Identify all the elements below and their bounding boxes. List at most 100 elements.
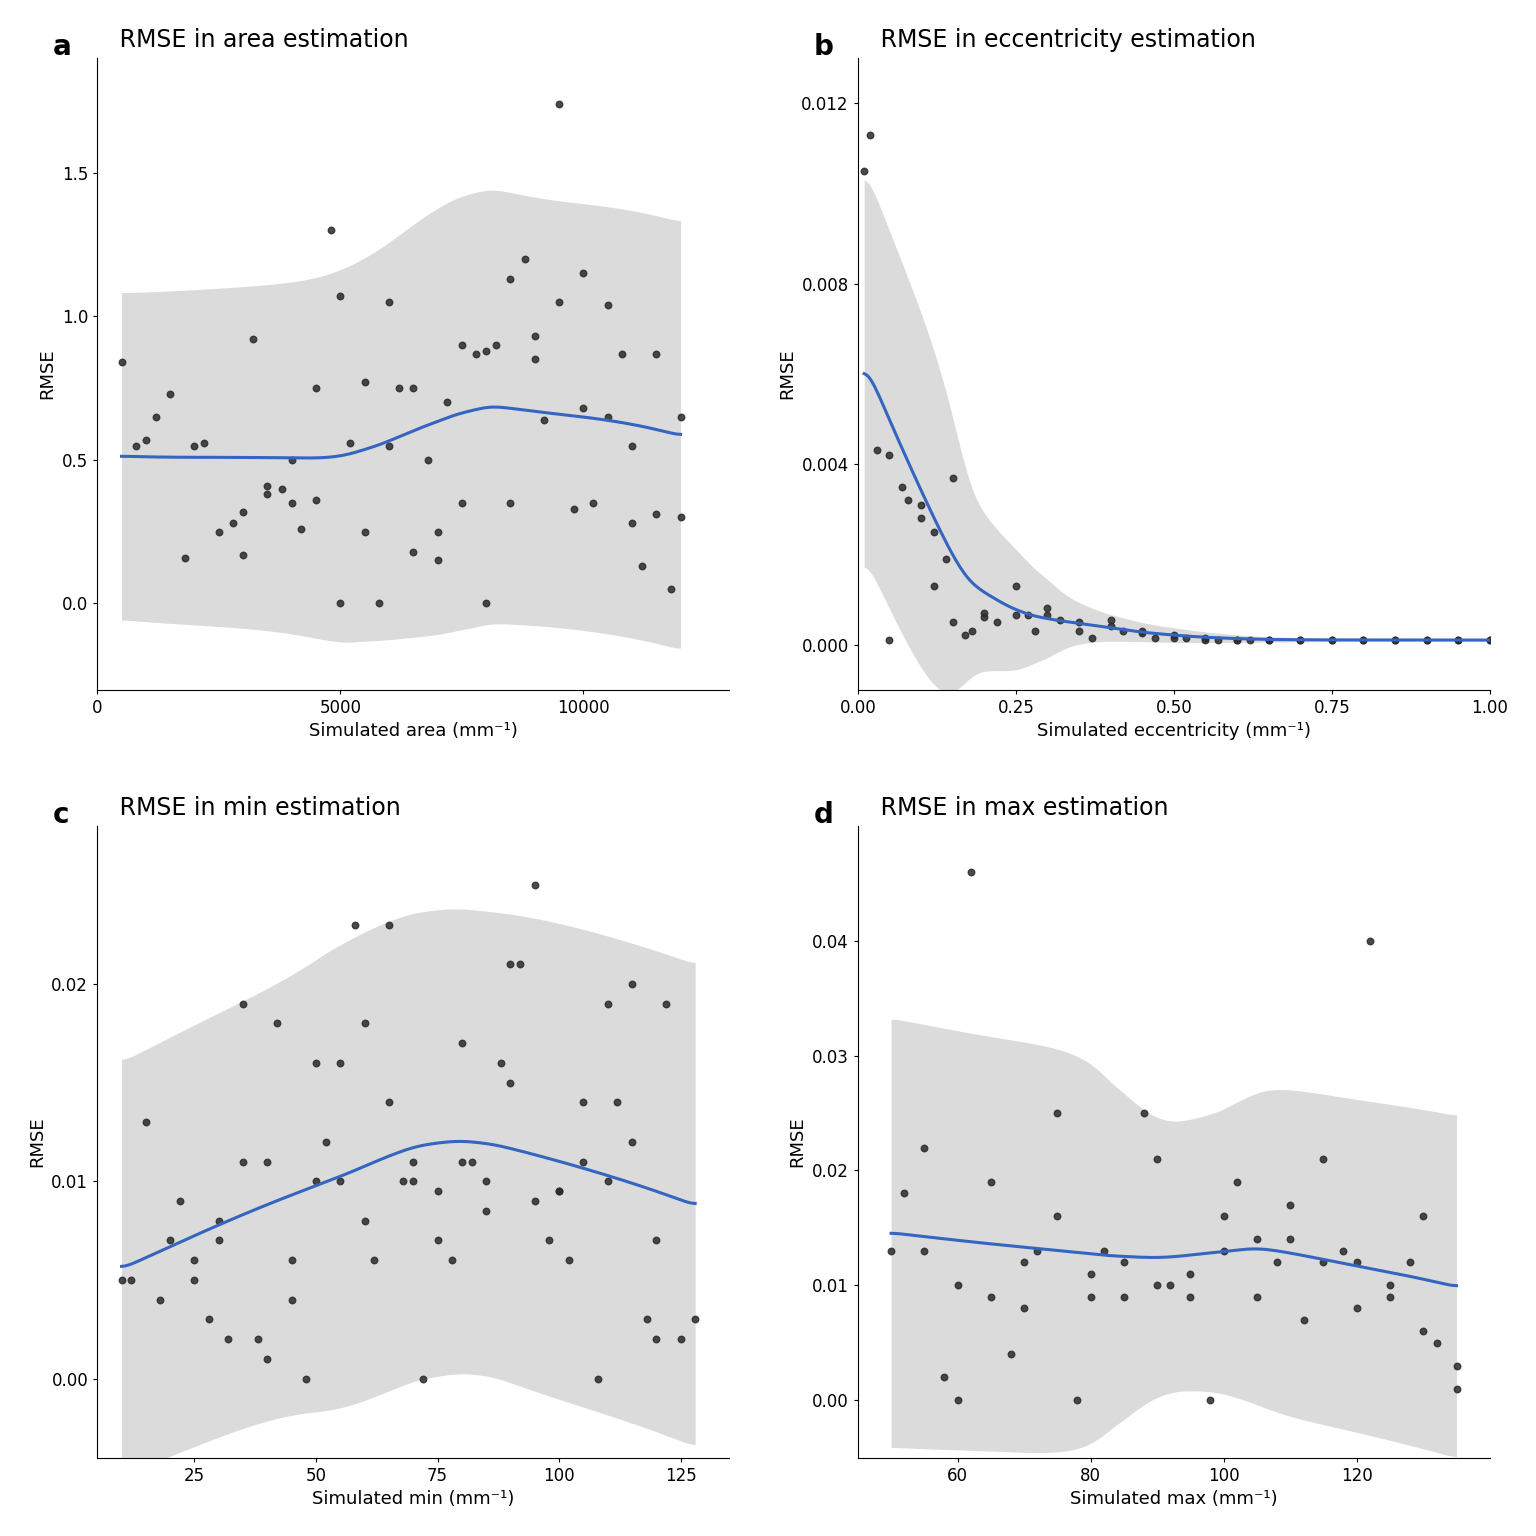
Point xyxy=(1412,1204,1436,1229)
Point xyxy=(605,1091,630,1115)
Point xyxy=(985,610,1009,634)
Point xyxy=(1319,628,1344,653)
Point xyxy=(654,991,679,1015)
Point xyxy=(304,1169,329,1193)
Point xyxy=(192,430,217,455)
Point xyxy=(531,407,556,432)
Point xyxy=(630,554,654,579)
Point xyxy=(304,488,329,513)
Point xyxy=(459,1149,484,1174)
Point xyxy=(581,490,605,515)
Point xyxy=(206,1229,230,1253)
Point xyxy=(241,327,266,352)
Y-axis label: RMSE: RMSE xyxy=(777,349,796,399)
Point xyxy=(1111,619,1135,644)
Point xyxy=(118,1267,143,1292)
Point xyxy=(1352,628,1376,653)
Point xyxy=(945,1273,969,1298)
Point xyxy=(484,333,508,358)
Point xyxy=(289,516,313,541)
Point xyxy=(1143,625,1167,650)
Point xyxy=(1312,1147,1336,1172)
Point xyxy=(644,502,668,527)
Point xyxy=(1012,1250,1037,1275)
Point xyxy=(450,1031,475,1055)
Point xyxy=(183,433,207,458)
Point xyxy=(508,952,533,977)
Point xyxy=(217,1327,241,1352)
Point xyxy=(634,1307,659,1332)
Point xyxy=(596,292,621,316)
Point xyxy=(619,511,644,536)
Point xyxy=(1312,1250,1336,1275)
Point xyxy=(1044,1101,1069,1126)
Point xyxy=(1025,1238,1049,1263)
Point xyxy=(610,341,634,366)
Point xyxy=(230,991,255,1015)
Point xyxy=(435,390,459,415)
Point xyxy=(425,519,450,544)
Point xyxy=(852,158,877,183)
Point xyxy=(644,341,668,366)
Text: b: b xyxy=(814,32,834,60)
Point xyxy=(401,539,425,564)
Point xyxy=(659,578,684,602)
Point xyxy=(1178,1284,1203,1309)
Point xyxy=(143,404,167,429)
Point xyxy=(1003,573,1028,598)
Point xyxy=(522,872,547,897)
Point xyxy=(1003,604,1028,628)
Point xyxy=(1144,1147,1169,1172)
Point xyxy=(547,290,571,315)
Point xyxy=(255,1347,280,1372)
Point xyxy=(522,347,547,372)
Point xyxy=(1344,1250,1369,1275)
Point xyxy=(1023,619,1048,644)
Point xyxy=(1287,628,1312,653)
Point xyxy=(280,1247,304,1272)
Point xyxy=(619,433,644,458)
Point xyxy=(998,1342,1023,1367)
Point xyxy=(1415,628,1439,653)
Text: d: d xyxy=(814,800,834,828)
Point xyxy=(352,1011,376,1035)
Point xyxy=(571,1149,596,1174)
Point xyxy=(134,1109,158,1134)
Point xyxy=(1132,1101,1157,1126)
Point xyxy=(1424,1330,1448,1355)
Point xyxy=(410,1367,435,1392)
Point xyxy=(1066,619,1091,644)
Point xyxy=(206,1209,230,1233)
Point xyxy=(1098,614,1123,639)
Point xyxy=(859,123,883,147)
Point xyxy=(1174,625,1198,650)
Point xyxy=(1224,628,1249,653)
Point xyxy=(644,1229,668,1253)
Point xyxy=(329,284,353,309)
Point xyxy=(1412,1319,1436,1344)
Point xyxy=(1256,628,1281,653)
Point xyxy=(1080,625,1104,650)
Point xyxy=(425,548,450,573)
Point xyxy=(571,1091,596,1115)
Point xyxy=(865,438,889,462)
Point xyxy=(221,511,246,536)
Point xyxy=(318,218,343,243)
Point xyxy=(280,1287,304,1312)
Point xyxy=(1193,625,1218,650)
Point xyxy=(1130,619,1155,644)
Point xyxy=(329,1051,353,1075)
Point xyxy=(450,1149,475,1174)
Point xyxy=(158,1229,183,1253)
Text: a: a xyxy=(54,32,72,60)
Point xyxy=(877,628,902,653)
Point xyxy=(109,350,134,375)
Point xyxy=(498,952,522,977)
Point xyxy=(401,1169,425,1193)
Point xyxy=(1035,596,1060,621)
Point xyxy=(1112,1284,1137,1309)
Point xyxy=(255,1149,280,1174)
Point xyxy=(329,591,353,616)
Point xyxy=(401,376,425,401)
Point xyxy=(1193,628,1218,653)
